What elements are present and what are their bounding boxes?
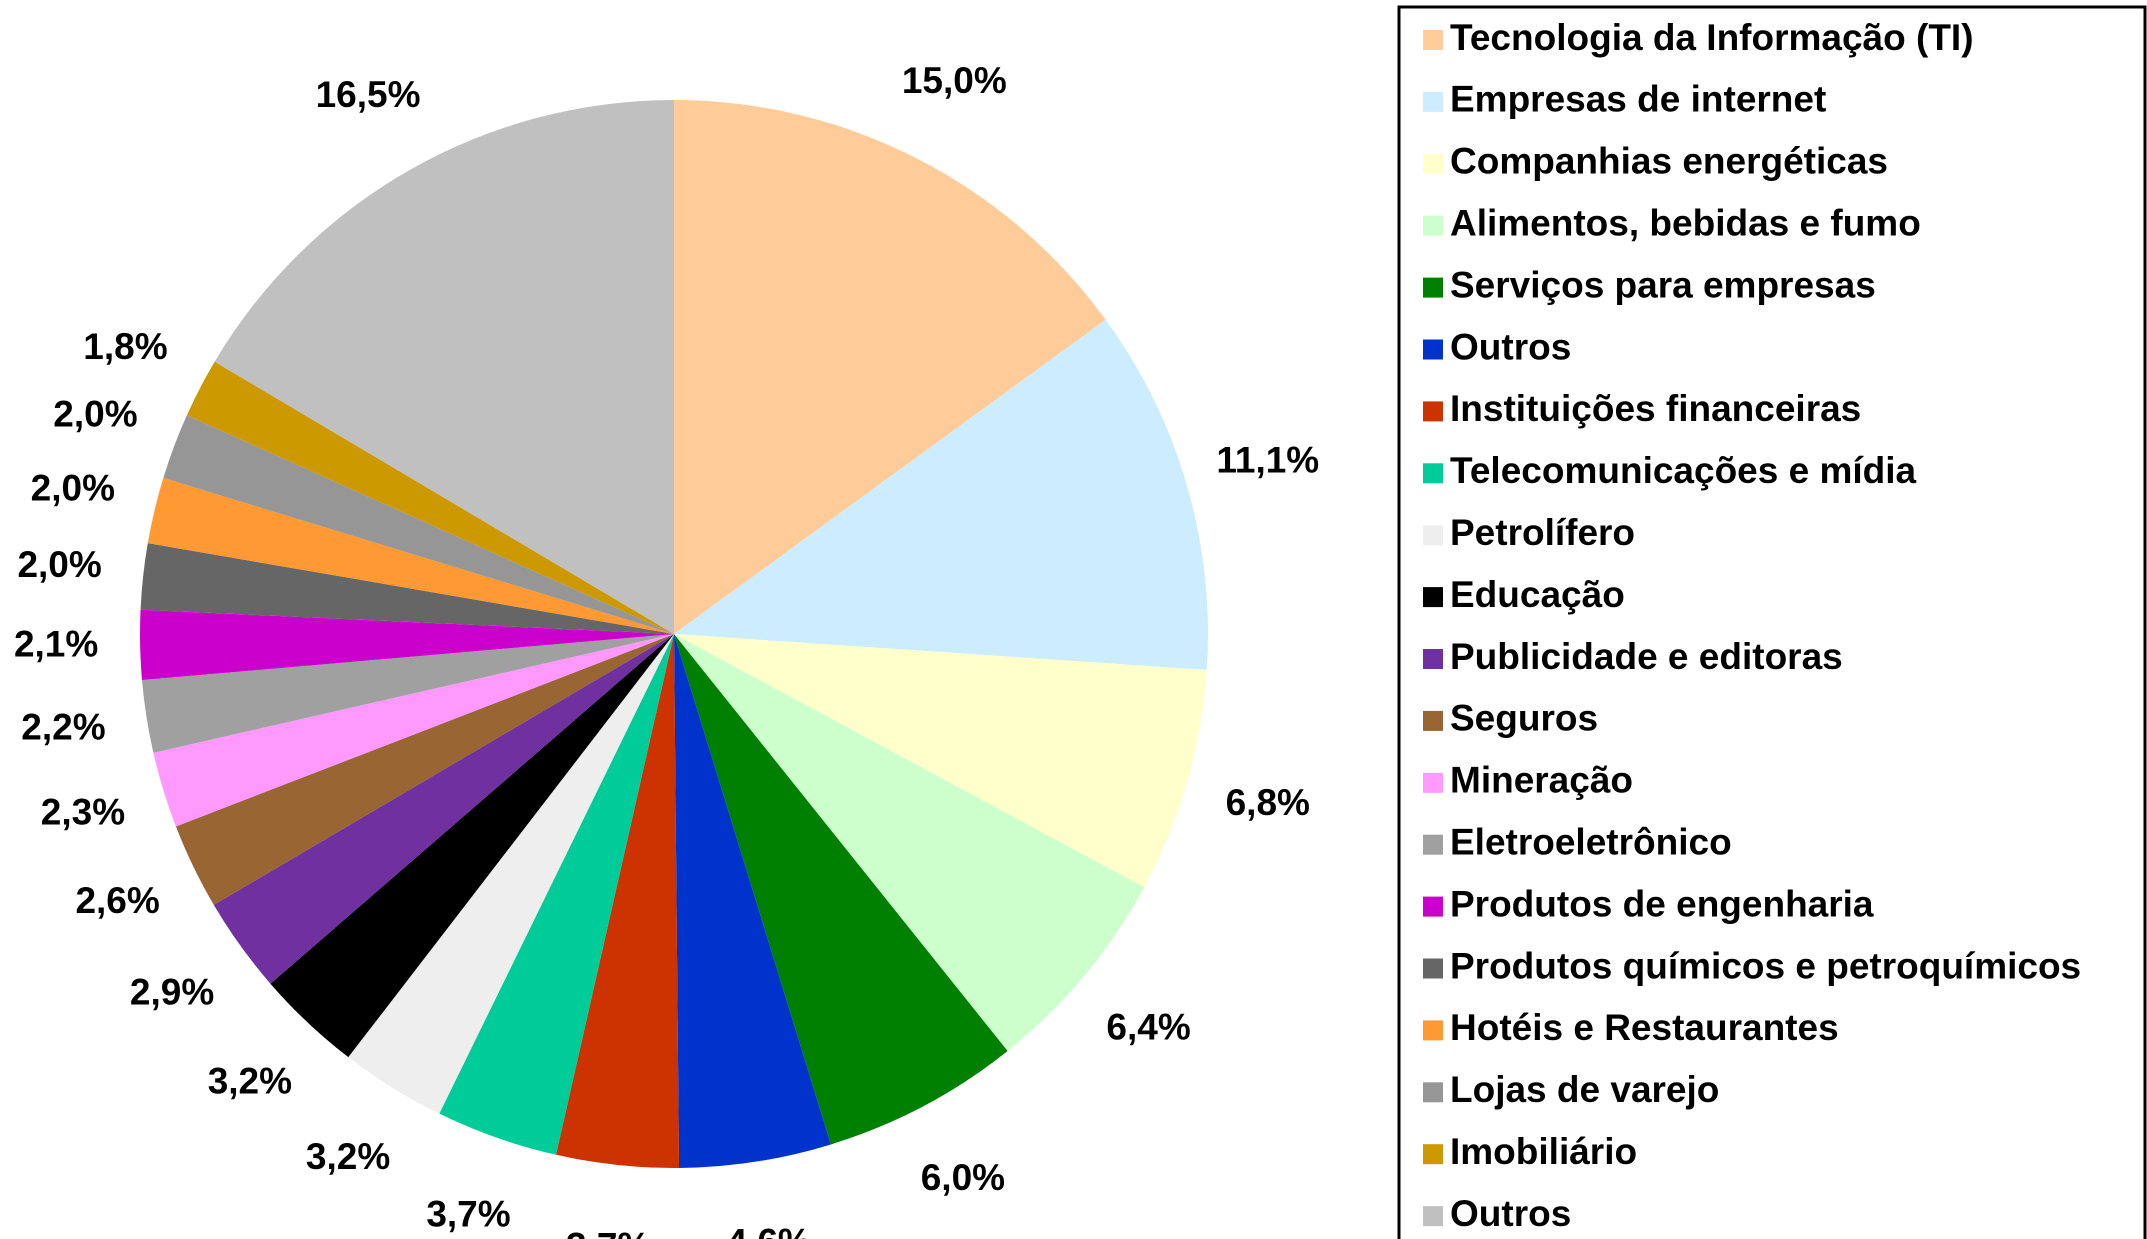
pie-slice (147, 477, 675, 634)
pie-slice (439, 634, 674, 1155)
legend-label: Serviços para empresas (1450, 264, 1876, 305)
legend-label: Produtos de engenharia (1450, 883, 1874, 924)
legend-swatch (1423, 30, 1443, 50)
data-label: 2,0% (17, 544, 101, 585)
data-label: 2,2% (21, 706, 105, 747)
legend-swatch (1423, 339, 1443, 360)
legend-label: Alimentos, bebidas e fumo (1450, 202, 1921, 243)
data-label: 3,2% (306, 1136, 390, 1177)
data-label: 2,1% (14, 623, 98, 664)
legend-swatch (1423, 587, 1443, 608)
data-label: 3,7% (566, 1225, 650, 1239)
data-label: 2,3% (41, 791, 125, 832)
legend-label: Outros (1450, 326, 1571, 367)
legend-swatch (1423, 277, 1443, 298)
pie-slice (214, 100, 674, 634)
pie-slice (674, 634, 831, 1168)
legend-swatch (1423, 215, 1443, 236)
legend-label: Seguros (1450, 698, 1598, 739)
legend-swatch (1423, 834, 1443, 855)
legend-swatch (1423, 153, 1443, 174)
legend-swatch (1423, 463, 1443, 484)
pie-slice (674, 634, 1008, 1145)
legend-label: Eletroeletrônico (1450, 821, 1732, 862)
legend-label: Tecnologia da Informação (TI) (1450, 17, 1974, 58)
legend-swatch (1423, 401, 1443, 422)
pie-slice (140, 543, 674, 634)
legend-swatch (1423, 649, 1443, 669)
legend-label: Produtos químicos e petroquímicos (1450, 945, 2081, 986)
legend-label: Lojas de varejo (1450, 1069, 1719, 1110)
legend-label: Companhias energéticas (1450, 141, 1888, 182)
data-label: 11,1% (1216, 439, 1319, 480)
legend-swatch (1423, 958, 1443, 979)
legend-label: Hotéis e Restaurantes (1450, 1007, 1839, 1048)
legend-swatch (1423, 1206, 1443, 1227)
pie-slice (674, 634, 1207, 888)
legend-label: Publicidade e editoras (1450, 636, 1843, 677)
legend-label: Empresas de internet (1450, 79, 1826, 120)
pie-slice (163, 415, 674, 634)
legend-label: Mineração (1450, 760, 1633, 801)
legend-swatch (1423, 91, 1443, 112)
pie-slice (153, 634, 674, 827)
legend-swatch (1423, 1082, 1443, 1103)
legend-swatch (1423, 772, 1443, 793)
legend-label: Outros (1450, 1193, 1571, 1234)
legend-label: Petrolífero (1450, 512, 1635, 553)
legend-swatch (1423, 1144, 1443, 1165)
data-label: 1,8% (83, 326, 167, 367)
data-label: 2,6% (75, 880, 159, 921)
pie-slice (674, 634, 1145, 1051)
data-label: 6,0% (921, 1157, 1005, 1198)
pie-slice (175, 634, 674, 905)
data-label: 15,0% (902, 60, 1007, 101)
data-label: 2,9% (130, 971, 214, 1012)
legend-swatch (1423, 525, 1443, 546)
legend-label: Imobiliário (1450, 1131, 1637, 1172)
legend-box (1397, 5, 2147, 1239)
data-label: 6,4% (1106, 1007, 1190, 1048)
data-label: 6,8% (1226, 782, 1310, 823)
data-label: 4,6% (726, 1221, 810, 1239)
legend-swatch (1423, 1020, 1443, 1041)
pie-slice (348, 634, 674, 1114)
data-label: 3,2% (208, 1060, 292, 1101)
pie-slice (674, 100, 1106, 634)
pie-slice (186, 361, 675, 634)
data-label: 2,0% (53, 393, 137, 434)
legend-label: Educação (1450, 574, 1625, 615)
pie-slice (141, 634, 674, 753)
pie-slice (139, 609, 674, 681)
legend-label: Telecomunicações e mídia (1450, 450, 1917, 491)
pie-slice (674, 319, 1208, 671)
data-label: 3,7% (426, 1194, 510, 1235)
data-label: 16,5% (316, 74, 421, 115)
pie-slice (270, 634, 674, 1058)
legend-label: Instituições financeiras (1450, 388, 1861, 429)
data-label: 2,0% (31, 468, 115, 509)
pie-slice (213, 634, 674, 984)
legend-swatch (1423, 710, 1443, 731)
pie-slice (555, 634, 680, 1168)
legend-swatch (1423, 896, 1443, 917)
